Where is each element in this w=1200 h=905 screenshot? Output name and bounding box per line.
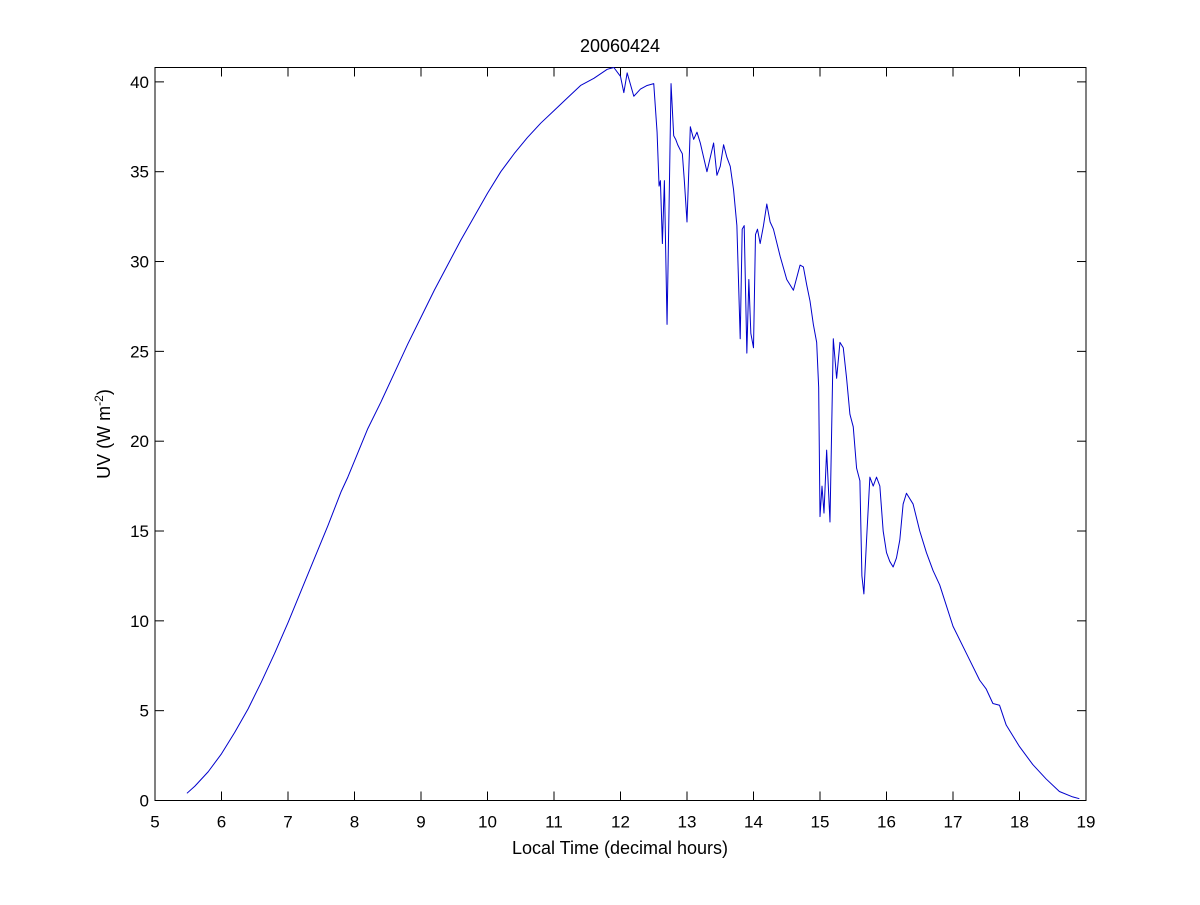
x-tick-label: 6: [217, 813, 226, 832]
y-tick-label: 0: [140, 792, 149, 811]
x-tick-label: 13: [678, 813, 697, 832]
y-axis-label-text: UV (W m: [94, 406, 114, 479]
y-axis-label-suffix: ): [94, 389, 114, 395]
y-tick-label: 15: [130, 522, 149, 541]
x-tick-label: 8: [350, 813, 359, 832]
x-tick-labels: 5 6 7 8 9 10 11 12 13 14 15 16 17 18 19: [150, 813, 1095, 832]
plot-area: [154, 67, 1087, 801]
y-axis-label-sup: -2: [92, 395, 106, 406]
x-tick-label: 7: [283, 813, 292, 832]
y-tick-label: 40: [130, 73, 149, 92]
x-tick-label: 14: [744, 813, 763, 832]
y-tick-label: 30: [130, 253, 149, 272]
x-tick-label: 12: [611, 813, 630, 832]
uv-series-line: [186, 67, 1080, 800]
y-tick-label: 35: [130, 163, 149, 182]
x-tick-label: 16: [877, 813, 896, 832]
x-axis-label: Local Time (decimal hours): [512, 838, 728, 858]
x-tick-label: 17: [944, 813, 963, 832]
axis-ticks: [154, 67, 1087, 801]
x-tick-label: 15: [811, 813, 830, 832]
x-tick-label: 9: [416, 813, 425, 832]
y-tick-label: 20: [130, 432, 149, 451]
y-axis-label: UV (W m-2): [92, 389, 114, 479]
x-tick-label: 18: [1010, 813, 1029, 832]
y-tick-label: 10: [130, 612, 149, 631]
y-tick-labels: 0 5 10 15 20 25 30 35 40: [130, 73, 149, 811]
x-tick-label: 19: [1077, 813, 1096, 832]
x-tick-label: 5: [150, 813, 159, 832]
y-tick-label: 5: [140, 702, 149, 721]
y-tick-label: 25: [130, 342, 149, 361]
chart-title: 20060424: [580, 36, 660, 56]
x-tick-label: 10: [478, 813, 497, 832]
x-tick-label: 11: [545, 813, 563, 832]
